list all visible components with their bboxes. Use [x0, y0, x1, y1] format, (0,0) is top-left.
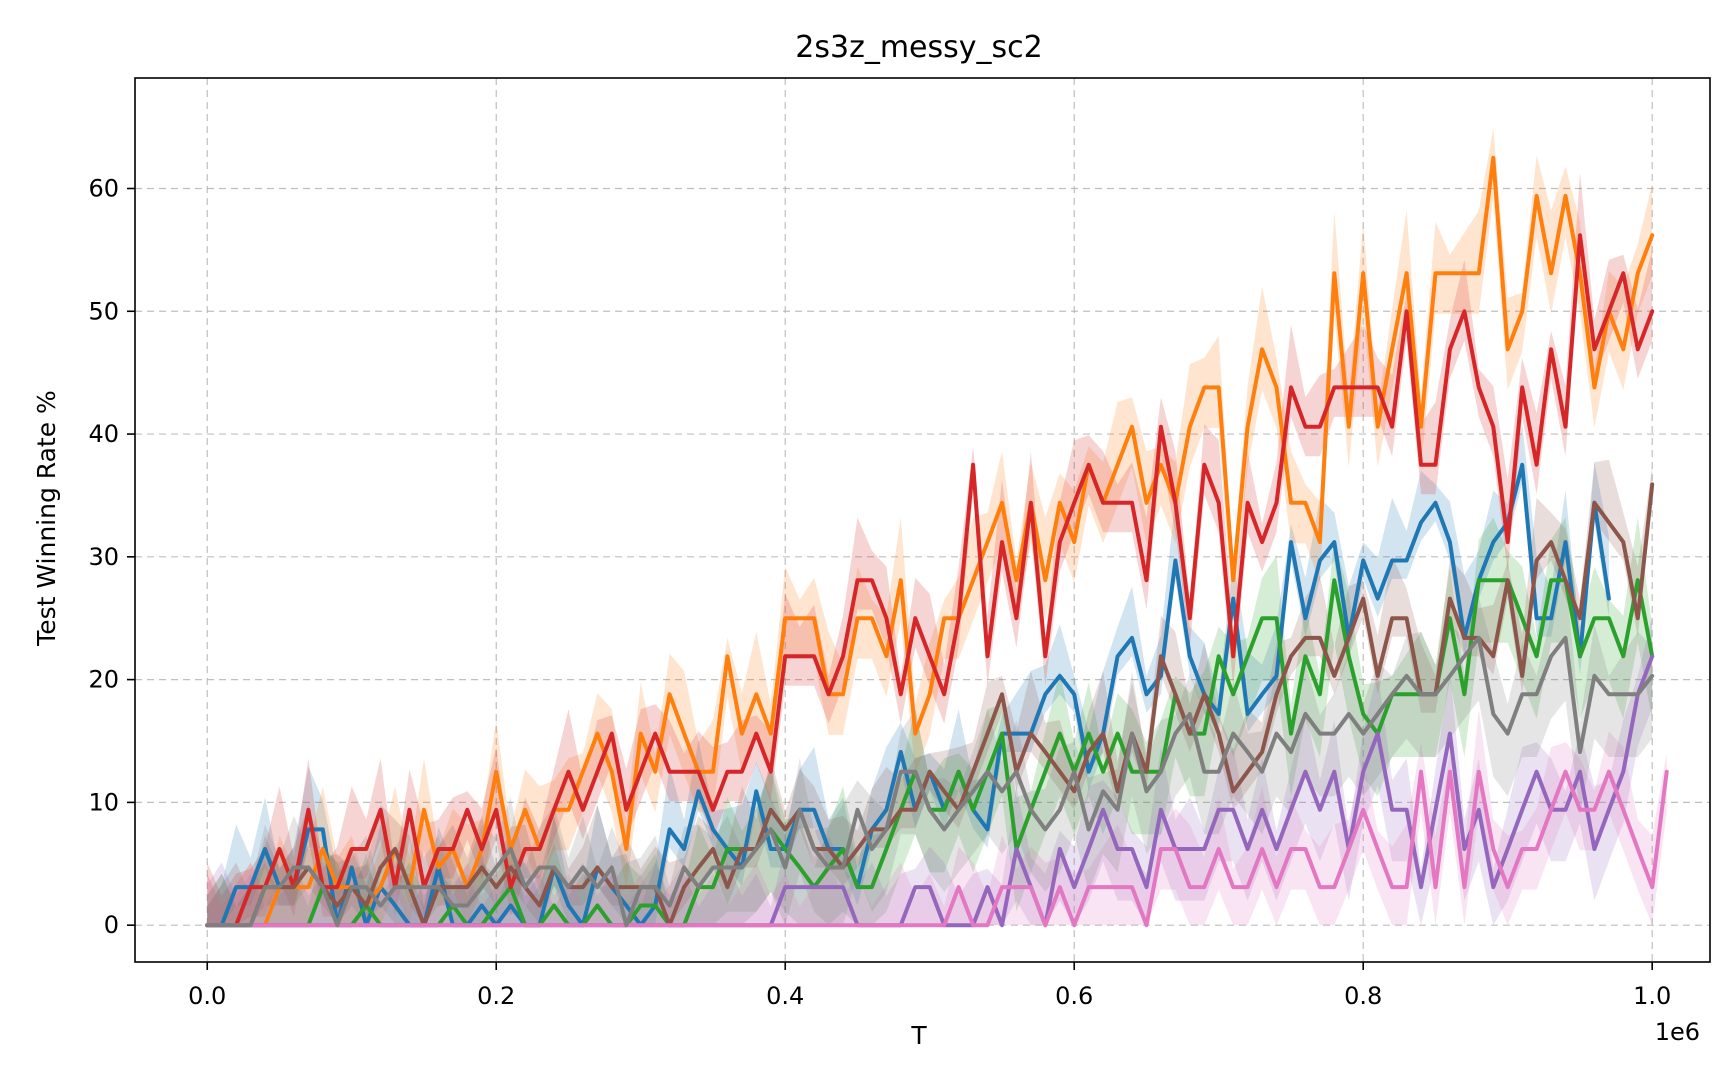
y-tick-label: 50 — [88, 297, 119, 325]
y-tick-label: 10 — [88, 788, 119, 816]
x-tick-label: 0.6 — [1055, 982, 1093, 1010]
series-4-band — [207, 172, 1653, 926]
plot-frame — [134, 77, 1711, 963]
series-6-band — [207, 459, 1653, 926]
series-7-band — [207, 709, 1667, 926]
x-tick-label: 1.0 — [1633, 982, 1671, 1010]
series-6-line — [205, 482, 1655, 928]
axis-ticks: 0.0 0.2 0.4 0.6 0.8 1.0 0 10 20 30 40 50 60 — [88, 175, 1671, 1011]
series-lines — [205, 155, 1669, 928]
x-axis-offset-label: 1e6 — [1655, 1018, 1700, 1046]
series-8-line — [205, 635, 1655, 928]
x-tick-label: 0.4 — [766, 982, 804, 1010]
series-7-line — [205, 769, 1669, 928]
series-4-line — [205, 233, 1655, 928]
series-1-band — [207, 424, 1609, 926]
y-tick-label: 40 — [88, 420, 119, 448]
y-tick-label: 0 — [104, 911, 119, 939]
series-3-band — [207, 517, 1653, 926]
chart-title: 2s3z_messy_sc2 — [795, 30, 1042, 65]
y-tick-label: 20 — [88, 666, 119, 694]
series-2-band — [207, 128, 1653, 926]
y-tick-label: 60 — [88, 175, 119, 203]
x-tick-label: 0.8 — [1344, 982, 1382, 1010]
series-2-line — [205, 155, 1655, 928]
x-tick-label: 0.0 — [188, 982, 226, 1010]
y-axis-label: Test Winning Rate % — [32, 390, 61, 647]
x-axis-label: T — [910, 1021, 927, 1050]
y-tick-label: 30 — [88, 543, 119, 571]
x-tick-label: 0.2 — [477, 982, 515, 1010]
series-1-line — [205, 462, 1611, 928]
